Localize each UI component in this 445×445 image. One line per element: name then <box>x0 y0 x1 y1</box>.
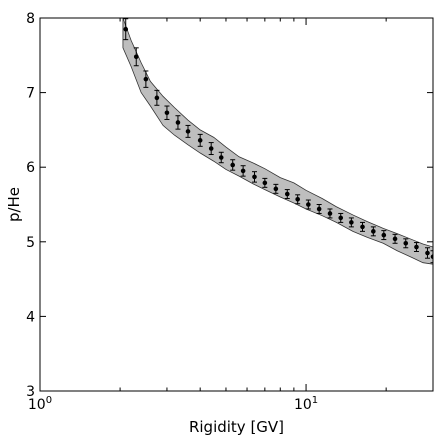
data-marker <box>306 202 311 207</box>
data-point <box>430 250 433 264</box>
data-point <box>262 177 268 188</box>
data-marker <box>414 244 419 250</box>
data-marker <box>360 224 365 230</box>
data-marker <box>143 76 149 82</box>
data-point <box>251 171 257 183</box>
data-point <box>123 18 129 41</box>
data-marker <box>338 215 344 221</box>
data-marker <box>327 211 333 216</box>
axis-ticks: 3 4 5 6 7 8 100 101 <box>26 11 433 413</box>
data-marker <box>273 186 279 192</box>
data-marker <box>185 129 191 134</box>
data-marker <box>240 168 246 174</box>
data-point <box>133 47 139 67</box>
y-tick-label: 6 <box>26 160 35 176</box>
data-point <box>240 165 246 177</box>
data-marker <box>392 236 398 242</box>
data-marker <box>230 162 235 168</box>
data-point <box>208 142 214 156</box>
y-tick-label: 8 <box>26 11 35 27</box>
data-point <box>413 242 419 252</box>
plot-frame <box>39 17 434 392</box>
data-point <box>164 105 170 120</box>
data-marker <box>284 191 290 197</box>
y-tick-label: 4 <box>26 309 35 325</box>
y-tick-label: 5 <box>26 235 35 251</box>
data-marker <box>208 146 214 151</box>
data-point <box>197 133 203 147</box>
data-point <box>295 194 301 205</box>
data-point <box>305 199 311 210</box>
data-point <box>392 233 398 244</box>
data-point <box>338 212 344 223</box>
data-marker <box>175 120 181 125</box>
data-point <box>327 208 333 219</box>
data-marker <box>371 229 376 234</box>
data-point <box>185 124 191 138</box>
x-tick-label: 100 <box>28 395 52 413</box>
data-point <box>154 89 160 106</box>
data-marker <box>425 250 430 256</box>
data-point <box>273 183 279 194</box>
data-point <box>316 204 322 214</box>
plot-content <box>122 18 433 265</box>
data-marker <box>403 240 409 246</box>
uncertainty-band <box>122 18 433 265</box>
data-point <box>175 115 181 130</box>
y-tick-label: 3 <box>26 384 35 400</box>
x-axis-label: Rigidity [GV] <box>189 418 284 436</box>
data-marker <box>252 174 257 180</box>
data-point <box>360 221 366 232</box>
y-axis-label: p/He <box>5 187 23 222</box>
data-marker <box>381 232 387 238</box>
data-marker <box>262 180 268 186</box>
data-marker <box>316 206 322 212</box>
data-marker <box>123 26 129 32</box>
data-marker <box>218 155 224 160</box>
data-point <box>284 189 290 200</box>
data-marker <box>295 196 300 202</box>
y-tick-label: 7 <box>26 86 35 102</box>
data-marker <box>197 138 203 143</box>
data-marker <box>133 54 139 60</box>
data-point <box>218 151 224 164</box>
data-marker <box>430 254 433 260</box>
data-marker <box>349 220 354 225</box>
data-point <box>348 217 354 228</box>
data-point <box>403 238 409 249</box>
x-tick-label: 101 <box>294 395 318 413</box>
data-point <box>143 70 149 88</box>
data-point <box>381 230 387 241</box>
data-point <box>424 247 430 259</box>
data-point <box>230 159 236 171</box>
data-marker <box>164 110 170 116</box>
data-marker <box>154 95 160 101</box>
data-point <box>370 226 376 237</box>
